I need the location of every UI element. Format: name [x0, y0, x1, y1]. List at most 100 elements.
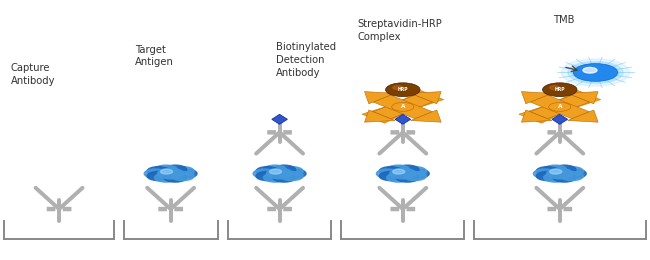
Circle shape — [376, 169, 399, 178]
Text: Capture
Antibody: Capture Antibody — [10, 63, 55, 86]
Circle shape — [547, 168, 573, 179]
FancyBboxPatch shape — [267, 207, 276, 211]
Polygon shape — [526, 90, 601, 120]
Circle shape — [266, 168, 292, 179]
Text: Streptavidin-HRP
Complex: Streptavidin-HRP Complex — [358, 19, 442, 42]
Circle shape — [568, 61, 623, 83]
Circle shape — [392, 102, 414, 111]
Polygon shape — [567, 110, 598, 122]
Circle shape — [560, 167, 583, 176]
Circle shape — [396, 165, 419, 174]
Circle shape — [544, 165, 567, 174]
FancyBboxPatch shape — [564, 130, 572, 135]
Polygon shape — [530, 95, 590, 119]
Circle shape — [560, 172, 583, 181]
Polygon shape — [521, 92, 552, 104]
Circle shape — [572, 63, 619, 82]
FancyBboxPatch shape — [564, 207, 572, 211]
Circle shape — [256, 172, 279, 181]
FancyBboxPatch shape — [406, 130, 415, 135]
Circle shape — [564, 169, 586, 178]
Circle shape — [550, 169, 562, 174]
Circle shape — [164, 173, 187, 182]
Polygon shape — [411, 110, 441, 122]
FancyBboxPatch shape — [158, 207, 167, 211]
Circle shape — [543, 83, 577, 96]
Polygon shape — [362, 93, 437, 123]
Text: A: A — [558, 105, 562, 109]
Circle shape — [172, 167, 194, 176]
Circle shape — [273, 165, 296, 174]
FancyBboxPatch shape — [283, 130, 292, 135]
Circle shape — [553, 165, 576, 174]
Text: HRP: HRP — [398, 87, 408, 92]
Circle shape — [161, 169, 172, 174]
Circle shape — [147, 172, 170, 181]
Circle shape — [396, 173, 419, 182]
Polygon shape — [395, 114, 411, 124]
Circle shape — [404, 172, 426, 181]
FancyBboxPatch shape — [283, 207, 292, 211]
Circle shape — [387, 173, 410, 182]
Circle shape — [379, 172, 402, 181]
Text: A: A — [400, 105, 405, 109]
FancyBboxPatch shape — [267, 130, 276, 135]
Polygon shape — [567, 92, 598, 104]
FancyBboxPatch shape — [547, 130, 556, 135]
Circle shape — [393, 169, 405, 174]
Circle shape — [144, 169, 167, 178]
Polygon shape — [272, 114, 287, 124]
FancyBboxPatch shape — [63, 207, 72, 211]
FancyBboxPatch shape — [391, 207, 399, 211]
Text: TMB: TMB — [553, 15, 575, 25]
Circle shape — [583, 67, 597, 73]
Circle shape — [387, 165, 410, 174]
FancyBboxPatch shape — [174, 207, 183, 211]
Circle shape — [280, 167, 303, 176]
FancyBboxPatch shape — [391, 130, 399, 135]
Circle shape — [390, 168, 416, 179]
Polygon shape — [369, 90, 444, 120]
Polygon shape — [519, 93, 593, 123]
Circle shape — [534, 169, 556, 178]
Circle shape — [385, 83, 420, 96]
Polygon shape — [365, 92, 395, 104]
Polygon shape — [530, 95, 590, 119]
Circle shape — [157, 168, 184, 179]
Circle shape — [393, 86, 402, 89]
Circle shape — [155, 173, 177, 182]
Circle shape — [549, 102, 571, 111]
Polygon shape — [373, 95, 432, 119]
Circle shape — [283, 169, 306, 178]
Circle shape — [174, 169, 197, 178]
Circle shape — [553, 173, 576, 182]
Circle shape — [263, 165, 287, 174]
Polygon shape — [411, 92, 441, 104]
Circle shape — [155, 165, 177, 174]
Circle shape — [256, 167, 279, 176]
FancyBboxPatch shape — [547, 207, 556, 211]
Circle shape — [263, 173, 287, 182]
Circle shape — [562, 59, 630, 86]
Polygon shape — [552, 114, 567, 124]
Circle shape — [164, 165, 187, 174]
Circle shape — [550, 86, 560, 89]
Circle shape — [253, 169, 276, 178]
Circle shape — [273, 173, 296, 182]
Circle shape — [536, 167, 559, 176]
Circle shape — [406, 169, 429, 178]
Circle shape — [536, 172, 559, 181]
FancyBboxPatch shape — [406, 207, 415, 211]
Circle shape — [147, 167, 170, 176]
FancyBboxPatch shape — [47, 207, 55, 211]
Text: Biotinylated
Detection
Antibody: Biotinylated Detection Antibody — [276, 42, 337, 78]
Polygon shape — [521, 110, 552, 122]
Text: Target
Antigen: Target Antigen — [135, 45, 174, 67]
Circle shape — [172, 172, 194, 181]
Polygon shape — [365, 110, 395, 122]
Circle shape — [544, 173, 567, 182]
Circle shape — [270, 169, 281, 174]
Circle shape — [404, 167, 426, 176]
Polygon shape — [373, 95, 432, 119]
Text: HRP: HRP — [554, 87, 565, 92]
